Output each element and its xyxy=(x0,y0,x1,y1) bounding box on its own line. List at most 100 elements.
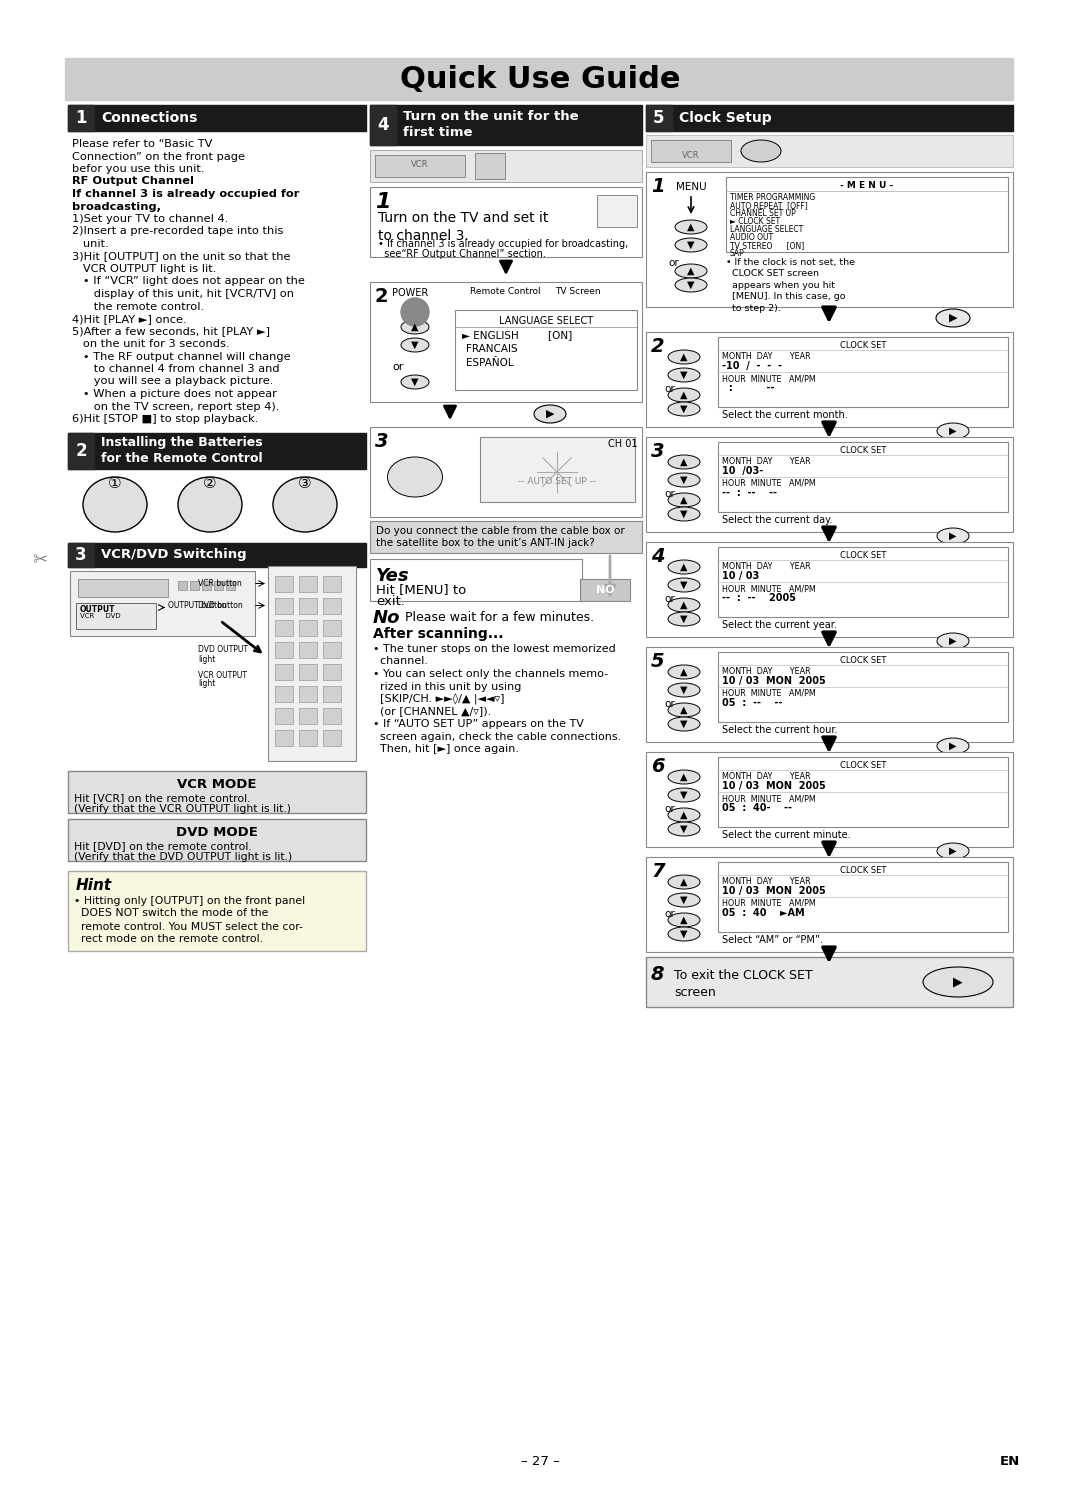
Text: OUTPUT button: OUTPUT button xyxy=(168,601,227,610)
Bar xyxy=(275,641,293,657)
Ellipse shape xyxy=(669,494,700,507)
Text: ①: ① xyxy=(108,476,122,492)
Text: -- AUTO SET UP --: -- AUTO SET UP -- xyxy=(518,477,596,486)
Text: ▼: ▼ xyxy=(680,404,688,413)
Bar xyxy=(299,686,318,702)
Text: HOUR  MINUTE   AM/PM: HOUR MINUTE AM/PM xyxy=(723,688,815,697)
Bar xyxy=(718,442,1008,512)
Ellipse shape xyxy=(669,455,700,468)
Text: ▲: ▲ xyxy=(680,457,688,467)
Text: ▲: ▲ xyxy=(680,352,688,361)
Ellipse shape xyxy=(669,717,700,732)
Text: :          --: : -- xyxy=(723,384,774,393)
Bar xyxy=(455,309,637,390)
Text: VCR OUTPUT: VCR OUTPUT xyxy=(198,671,247,680)
Text: 1: 1 xyxy=(651,177,664,196)
Ellipse shape xyxy=(83,477,147,532)
Text: OUTPUT: OUTPUT xyxy=(80,605,116,614)
Text: If channel 3 is already occupied for: If channel 3 is already occupied for xyxy=(72,189,299,199)
Text: 4: 4 xyxy=(377,116,389,134)
Text: or: or xyxy=(664,909,675,919)
Text: ► CLOCK SET: ► CLOCK SET xyxy=(730,217,780,226)
Bar xyxy=(68,818,366,861)
Text: DOES NOT switch the mode of the: DOES NOT switch the mode of the xyxy=(75,909,268,919)
Text: MONTH  DAY       YEAR: MONTH DAY YEAR xyxy=(723,877,811,886)
Bar xyxy=(299,708,318,724)
Text: ▼: ▼ xyxy=(687,239,694,250)
Bar xyxy=(275,598,293,614)
Ellipse shape xyxy=(675,238,707,251)
Ellipse shape xyxy=(669,770,700,784)
Ellipse shape xyxy=(669,926,700,941)
Bar xyxy=(480,437,635,503)
Bar xyxy=(475,153,505,178)
Text: 10 / 03  MON  2005: 10 / 03 MON 2005 xyxy=(723,677,826,686)
Text: Select the current day.: Select the current day. xyxy=(723,515,833,525)
Bar xyxy=(580,578,630,601)
Ellipse shape xyxy=(669,507,700,520)
Text: rized in this unit by using: rized in this unit by using xyxy=(373,681,522,691)
Bar xyxy=(646,106,672,131)
Bar xyxy=(370,187,642,257)
Ellipse shape xyxy=(669,894,700,907)
Text: MENU: MENU xyxy=(676,181,706,192)
Text: • The tuner stops on the lowest memorized: • The tuner stops on the lowest memorize… xyxy=(373,644,616,654)
Bar xyxy=(299,641,318,657)
Text: Select “AM” or “PM”.: Select “AM” or “PM”. xyxy=(723,935,823,946)
Text: 6)Hit [STOP ■] to stop playback.: 6)Hit [STOP ■] to stop playback. xyxy=(72,413,258,424)
Text: ▲: ▲ xyxy=(687,222,694,232)
Text: (Verify that the VCR OUTPUT light is lit.): (Verify that the VCR OUTPUT light is lit… xyxy=(75,804,291,815)
Ellipse shape xyxy=(669,665,700,680)
Text: ▼: ▼ xyxy=(680,686,688,694)
Text: on the unit for 3 seconds.: on the unit for 3 seconds. xyxy=(72,339,229,349)
Text: VCR/DVD Switching: VCR/DVD Switching xyxy=(102,549,246,561)
Text: To exit the CLOCK SET
screen: To exit the CLOCK SET screen xyxy=(674,970,812,999)
Text: • If “VCR” light does not appear on the: • If “VCR” light does not appear on the xyxy=(72,277,305,287)
Text: 3: 3 xyxy=(375,433,389,451)
Bar xyxy=(651,140,731,162)
Text: channel.: channel. xyxy=(373,656,428,666)
Text: Do you connect the cable from the cable box or: Do you connect the cable from the cable … xyxy=(376,526,624,535)
Ellipse shape xyxy=(669,401,700,416)
Text: 05  :  40    ►AM: 05 : 40 ►AM xyxy=(723,909,805,917)
Text: Connections: Connections xyxy=(102,112,198,125)
Text: ▼: ▼ xyxy=(680,790,688,800)
Text: DVD button: DVD button xyxy=(198,601,243,610)
Ellipse shape xyxy=(401,375,429,390)
Bar xyxy=(68,106,366,131)
Text: Please refer to “Basic TV: Please refer to “Basic TV xyxy=(72,138,213,149)
Text: Select the current year.: Select the current year. xyxy=(723,620,837,630)
Text: AUTO REPEAT  [OFF]: AUTO REPEAT [OFF] xyxy=(730,201,808,210)
Text: -10  /  -  -  -: -10 / - - - xyxy=(723,361,782,370)
Text: HOUR  MINUTE   AM/PM: HOUR MINUTE AM/PM xyxy=(723,584,815,593)
Bar xyxy=(323,708,341,724)
Text: ▼: ▼ xyxy=(411,378,419,387)
Text: the remote control.: the remote control. xyxy=(72,302,204,311)
Text: After scanning...: After scanning... xyxy=(373,628,503,641)
Text: Clock Setup: Clock Setup xyxy=(679,112,771,125)
Text: ▶: ▶ xyxy=(949,741,957,751)
Text: or: or xyxy=(392,361,403,372)
Text: LANGUAGE SELECT: LANGUAGE SELECT xyxy=(730,225,804,233)
Text: 5: 5 xyxy=(653,109,665,126)
Ellipse shape xyxy=(669,788,700,801)
Bar xyxy=(646,958,1013,1007)
Ellipse shape xyxy=(741,140,781,162)
Text: MONTH  DAY       YEAR: MONTH DAY YEAR xyxy=(723,562,811,571)
Bar xyxy=(370,607,642,625)
Text: 6: 6 xyxy=(651,757,664,776)
Text: • If channel 3 is already occupied for broadcasting,: • If channel 3 is already occupied for b… xyxy=(378,239,629,248)
Text: ▼: ▼ xyxy=(680,824,688,834)
Bar xyxy=(323,663,341,680)
Text: ▲: ▲ xyxy=(680,495,688,506)
Text: ▶: ▶ xyxy=(545,409,554,419)
Ellipse shape xyxy=(675,265,707,278)
Ellipse shape xyxy=(669,874,700,889)
Bar xyxy=(646,437,1013,532)
Text: ▲: ▲ xyxy=(411,323,419,332)
Bar xyxy=(299,575,318,592)
Text: ▲: ▲ xyxy=(680,915,688,925)
Text: 4)Hit [PLAY ►] once.: 4)Hit [PLAY ►] once. xyxy=(72,314,187,324)
Bar xyxy=(718,757,1008,827)
Text: rect mode on the remote control.: rect mode on the remote control. xyxy=(75,934,264,944)
